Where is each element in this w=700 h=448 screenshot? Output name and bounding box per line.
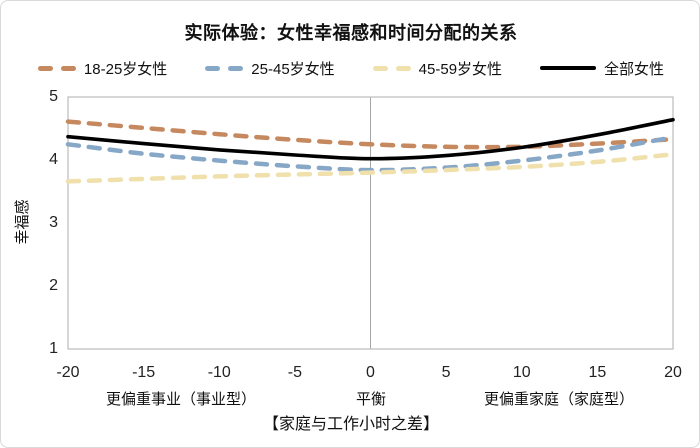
x-region-label-balance: 平衡 xyxy=(355,391,386,408)
x-tick-label: 5 xyxy=(441,364,451,381)
series-line-1 xyxy=(65,135,676,173)
legend-label: 45-59岁女性 xyxy=(418,60,503,78)
y-tick-label: 2 xyxy=(49,277,58,294)
series-line-3 xyxy=(66,117,675,161)
dashed-line-icon xyxy=(205,65,244,71)
chart-title: 实际体验：女性幸福感和时间分配的关系 xyxy=(184,23,518,43)
x-tick-label: 15 xyxy=(588,364,607,381)
plot-frame xyxy=(67,96,674,350)
legend-item-all: 全部女性 xyxy=(540,58,664,79)
y-tick-label: 3 xyxy=(49,214,58,231)
x-tick-label: -15 xyxy=(132,364,156,381)
legend: 18-25岁女性 25-45岁女性 45-59岁女性 全部女性 xyxy=(1,56,699,80)
legend-label: 18-25岁女性 xyxy=(83,60,168,78)
x-region-label-career: 更偏重事业（事业型） xyxy=(105,391,256,408)
series-line-0 xyxy=(65,119,676,150)
legend-item-18-25: 18-25岁女性 xyxy=(37,58,168,79)
dashed-line-icon xyxy=(37,65,76,71)
legend-label: 25-45岁女性 xyxy=(251,60,335,78)
y-tick-label: 1 xyxy=(49,340,58,357)
y-axis-title: 幸福感 xyxy=(14,199,31,245)
y-tick-label: 4 xyxy=(49,151,58,168)
x-tick-label: 20 xyxy=(664,364,682,381)
series-line-2 xyxy=(65,152,676,184)
x-tick-label: 0 xyxy=(366,364,375,381)
x-tick-label: -5 xyxy=(287,364,302,381)
x-tick-label: 10 xyxy=(512,364,531,381)
x-tick-label: -20 xyxy=(56,364,80,381)
x-region-label-family: 更偏重家庭（家庭型） xyxy=(483,391,634,408)
x-axis-title: 【家庭与工作小时之差】 xyxy=(262,416,439,433)
solid-line-icon xyxy=(540,66,597,70)
legend-item-45-59: 45-59岁女性 xyxy=(372,58,503,79)
y-tick-label: 5 xyxy=(49,88,58,105)
legend-item-25-45: 25-45岁女性 xyxy=(205,58,335,79)
x-tick-label: -10 xyxy=(207,364,231,381)
legend-label: 全部女性 xyxy=(604,60,665,78)
dashed-line-icon xyxy=(372,65,411,71)
